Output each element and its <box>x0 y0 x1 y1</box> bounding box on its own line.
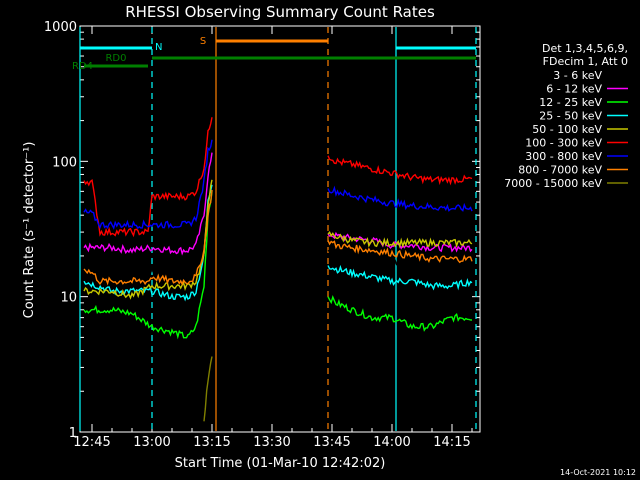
y-axis-label: Count Rate (s⁻¹ detector⁻¹) <box>22 142 37 319</box>
series-line <box>327 231 473 249</box>
legend-entry-label: 7000 - 15000 keV <box>504 177 602 190</box>
y-tick-label: 1 <box>69 426 77 441</box>
flag-label: RD4 <box>72 61 93 72</box>
legend-entry-label: 50 - 100 keV <box>532 123 602 136</box>
series-line <box>83 176 213 276</box>
legend-entry-label: 100 - 300 keV <box>525 137 602 150</box>
plot-area: 12:45 13:00 13:15 13:30 13:45 14:00 14:15 1 10 10… <box>44 20 481 450</box>
flag-label: N <box>155 42 162 53</box>
series-line <box>83 139 213 230</box>
y-tick-label: 100 <box>52 155 77 170</box>
legend-entry-label: 300 - 800 keV <box>525 150 602 163</box>
x-tick-label: 14:15 <box>433 435 470 450</box>
series-line <box>327 247 473 268</box>
series-3 <box>83 191 473 340</box>
series-line <box>83 191 213 340</box>
flag-label: S <box>200 36 206 47</box>
series-9 <box>203 356 213 422</box>
x-axis-label: Start Time (01-Mar-10 12:42:02) <box>175 456 386 471</box>
series-line <box>83 179 213 300</box>
series-line <box>327 185 473 212</box>
x-tick-label: 13:45 <box>313 435 350 450</box>
legend: Det 1,3,4,5,6,9,FDecim 1, Att 03 - 6 keV… <box>504 42 628 190</box>
legend-title-line: Det 1,3,4,5,6,9, <box>542 42 628 55</box>
series-line <box>203 356 213 422</box>
legend-entry-label: 3 - 6 keV <box>553 69 602 82</box>
legend-title-line: FDecim 1, Att 0 <box>543 55 628 68</box>
legend-entry-label: 6 - 12 keV <box>546 83 602 96</box>
flag-label: RD0 <box>105 53 126 64</box>
series-7 <box>83 139 473 230</box>
series-line <box>83 189 213 286</box>
x-tick-label: 13:30 <box>253 435 290 450</box>
y-tick-label: 1000 <box>44 20 77 35</box>
x-tick-label: 14:00 <box>373 435 410 450</box>
legend-entry-label: 800 - 7000 keV <box>518 164 602 177</box>
generation-timestamp: 14-Oct-2021 10:12 <box>560 468 636 477</box>
series-line <box>327 240 473 264</box>
y-tick-label: 10 <box>60 291 77 306</box>
chart-title: RHESSI Observing Summary Count Rates <box>125 3 435 21</box>
legend-entry-label: 12 - 25 keV <box>539 96 602 109</box>
series-line <box>327 155 473 186</box>
legend-entry-label: 25 - 50 keV <box>539 110 602 123</box>
series-line <box>327 295 473 332</box>
series-8 <box>83 189 473 286</box>
series-line <box>327 264 473 291</box>
series-5 <box>83 179 473 300</box>
series-1 <box>83 176 473 276</box>
series-line <box>83 152 213 256</box>
x-tick-label: 13:15 <box>193 435 230 450</box>
x-tick-label: 13:00 <box>133 435 170 450</box>
x-tick-label: 12:45 <box>73 435 110 450</box>
